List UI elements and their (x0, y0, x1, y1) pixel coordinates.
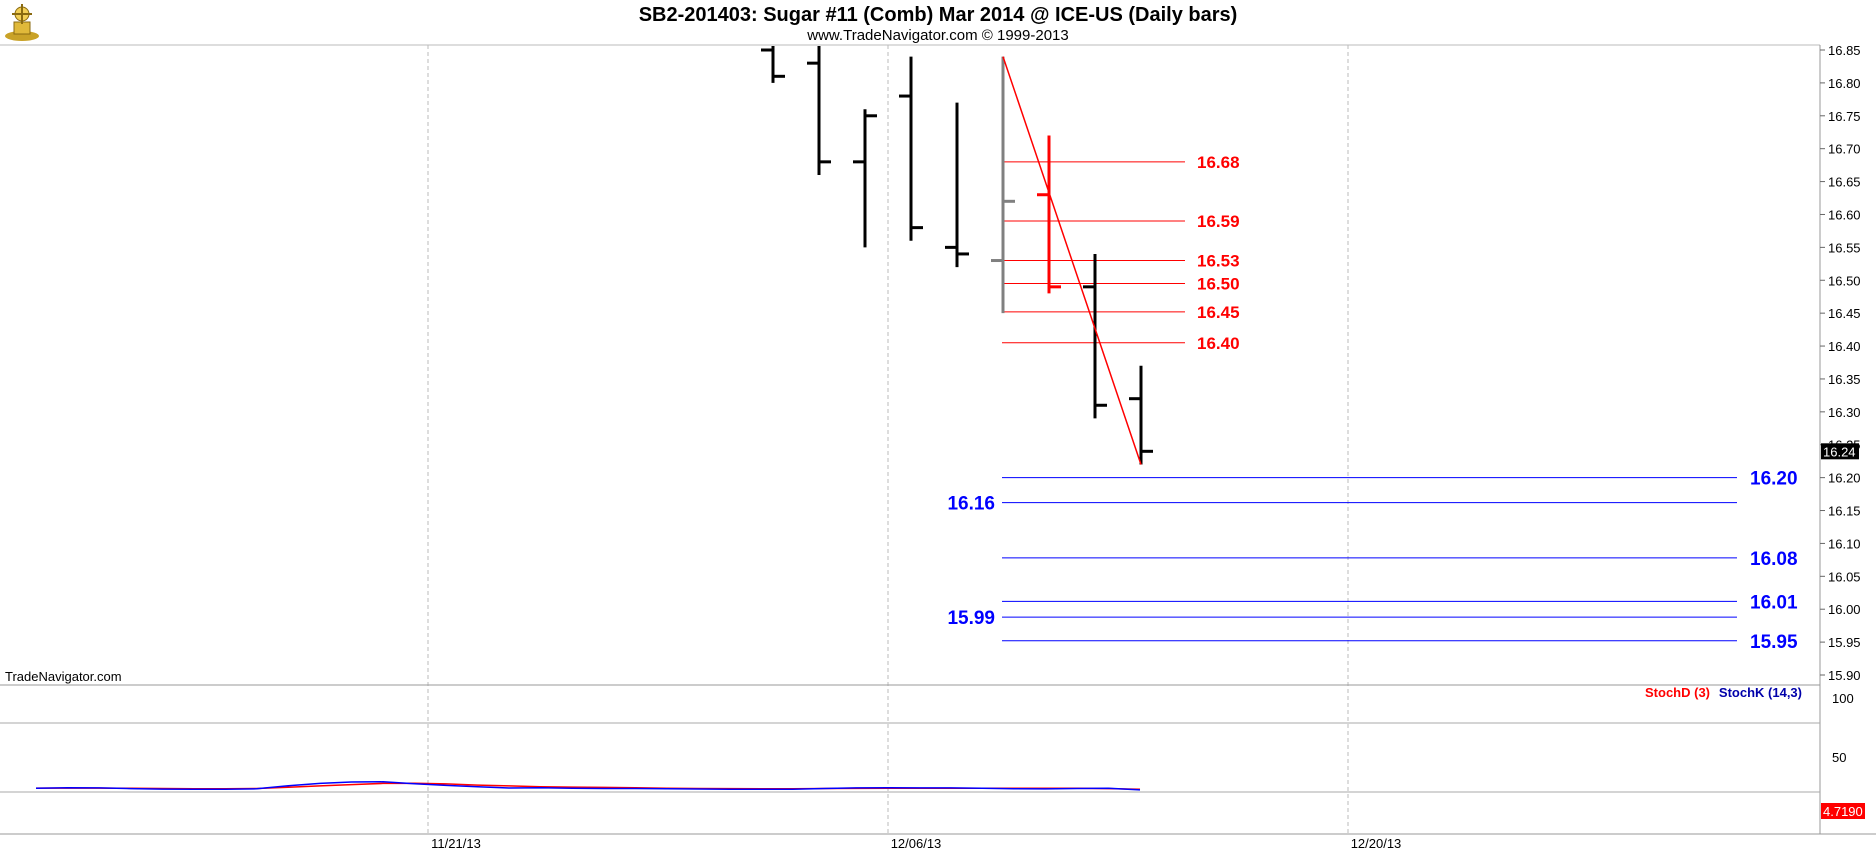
ohlc-bar (899, 56, 923, 241)
trend-line-segment (1002, 56, 1142, 465)
price-panel: 16.85 16.80 16.75 16.70 16.65 16.60 16.55 16.50… (0, 43, 1861, 834)
indicator-last-value: 4.7190 (1823, 804, 1863, 819)
trend-line (1002, 56, 1142, 465)
red-level-label: 16.53 (1197, 252, 1240, 271)
last-price-box: 16.24 (1821, 443, 1859, 460)
indicator-lines (35, 781, 1141, 791)
red-level-label: 16.59 (1197, 212, 1240, 231)
vertical-grid (427, 45, 1349, 834)
blue-level-label: 15.95 (1750, 632, 1798, 653)
y-tick-label: 16.75 (1828, 109, 1861, 124)
y-tick-label: 15.90 (1828, 668, 1861, 683)
y-tick-label: 16.10 (1828, 536, 1861, 551)
indicator-tick-50: 50 (1832, 750, 1846, 765)
ohlc-bar (761, 46, 785, 83)
y-tick-label: 16.80 (1828, 76, 1861, 91)
blue-level-label: 16.01 (1750, 592, 1798, 613)
trade-navigator-logo-icon (5, 4, 39, 41)
y-tick-label: 15.95 (1828, 635, 1861, 650)
y-tick-label: 16.50 (1828, 273, 1861, 288)
indicator-last-box: 4.7190 (1821, 803, 1865, 819)
chart-header: SB2-201403: Sugar #11 (Comb) Mar 2014 @ … (5, 4, 1237, 44)
chart-subtitle: www.TradeNavigator.com © 1999-2013 (806, 27, 1068, 44)
y-tick-label: 16.20 (1828, 471, 1861, 486)
indicator-tick-100: 100 (1832, 691, 1854, 706)
y-tick-label: 16.05 (1828, 569, 1861, 584)
x-tick-label: 12/06/13 (891, 836, 942, 851)
y-tick-label: 16.00 (1828, 602, 1861, 617)
blue-level-label: 16.16 (947, 494, 995, 515)
red-level-label: 16.40 (1197, 334, 1240, 353)
x-tick-label: 12/20/13 (1351, 836, 1402, 851)
watermark-label: TradeNavigator.com (5, 669, 122, 684)
ohlc-bar (991, 56, 1015, 314)
red-level-label: 16.68 (1197, 153, 1240, 172)
y-tick-label: 16.35 (1828, 372, 1861, 387)
ohlc-bar (945, 102, 969, 268)
x-axis-ticks: 11/21/13 12/06/13 12/20/13 (431, 836, 1401, 851)
ohlc-bars (761, 46, 1153, 465)
ohlc-bar (1083, 253, 1107, 419)
blue-levels: 16.20 16.16 16.08 16.01 15.99 15.95 (947, 469, 1798, 653)
blue-level-label: 15.99 (947, 608, 995, 629)
y-tick-label: 16.60 (1828, 207, 1861, 222)
blue-level-label: 16.20 (1750, 469, 1798, 490)
y-tick-label: 16.45 (1828, 306, 1861, 321)
y-tick-label: 16.55 (1828, 240, 1861, 255)
blue-level-label: 16.08 (1750, 549, 1798, 570)
y-tick-label: 16.15 (1828, 504, 1861, 519)
y-tick-label: 16.65 (1828, 175, 1861, 190)
chart-title: SB2-201403: Sugar #11 (Comb) Mar 2014 @ … (639, 4, 1238, 26)
y-tick-label: 16.40 (1828, 339, 1861, 354)
indicator-series-line (35, 781, 1141, 791)
legend-stoch-k: StochK (14,3) (1719, 685, 1802, 700)
ohlc-bar (1037, 135, 1061, 294)
red-levels: 16.68 16.59 16.53 16.50 16.45 16.40 (1002, 153, 1240, 353)
y-tick-label: 16.30 (1828, 405, 1861, 420)
ohlc-bar (1129, 365, 1153, 465)
red-level-label: 16.50 (1197, 275, 1240, 294)
ohlc-bar (853, 109, 877, 248)
x-tick-label: 11/21/13 (431, 836, 481, 851)
indicator-panel: 100 50 StochD (3) StochK (14,3) 4.7190 (0, 684, 1876, 835)
ohlc-bar (807, 46, 831, 175)
y-tick-label: 16.70 (1828, 142, 1861, 157)
y-tick-label: 16.85 (1828, 43, 1861, 58)
red-level-label: 16.45 (1197, 303, 1240, 322)
legend-stoch-d: StochD (3) (1645, 685, 1710, 700)
last-price-label: 16.24 (1823, 444, 1856, 459)
